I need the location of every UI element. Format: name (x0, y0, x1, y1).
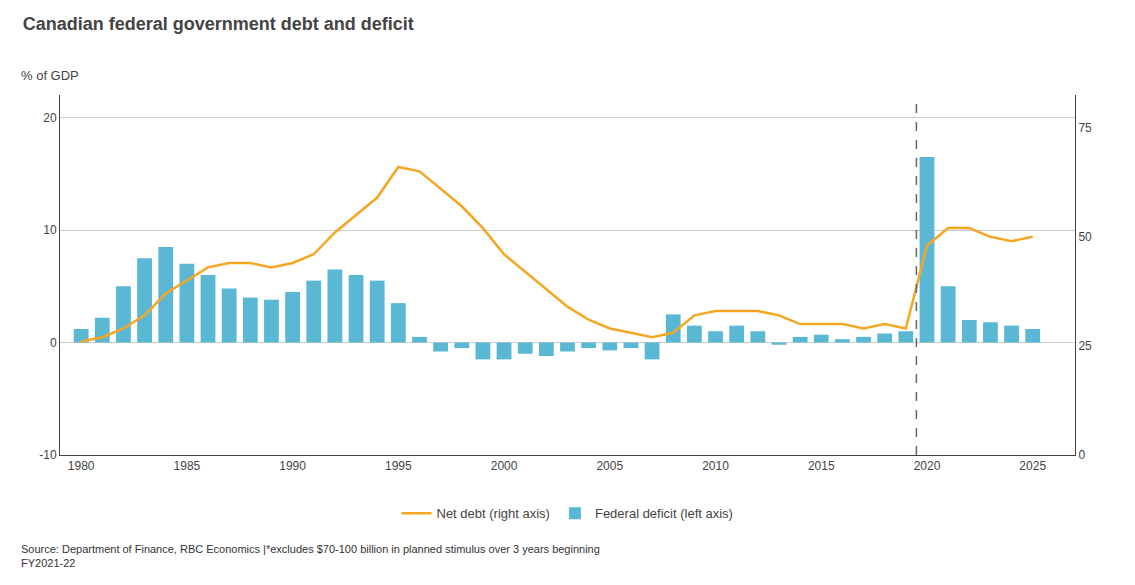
svg-text:Source: Department of Finance,: Source: Department of Finance, RBC Econo… (21, 543, 600, 569)
svg-text:1985: 1985 (174, 459, 201, 473)
svg-text:20: 20 (43, 111, 57, 125)
svg-text:% of GDP: % of GDP (21, 68, 79, 83)
svg-text:1980: 1980 (68, 459, 95, 473)
svg-text:2025: 2025 (1019, 459, 1046, 473)
svg-text:10: 10 (43, 223, 57, 237)
svg-text:25: 25 (1078, 339, 1092, 353)
svg-text:Net debt (right axis): Net debt (right axis) (437, 506, 550, 521)
svg-text:2020: 2020 (914, 459, 941, 473)
svg-text:Canadian federal government de: Canadian federal government debt and def… (23, 14, 414, 34)
svg-text:2010: 2010 (702, 459, 729, 473)
svg-text:Federal deficit (left axis): Federal deficit (left axis) (595, 506, 733, 521)
svg-text:-10: -10 (39, 448, 57, 462)
svg-text:75: 75 (1078, 121, 1092, 135)
svg-text:2015: 2015 (808, 459, 835, 473)
svg-text:2005: 2005 (596, 459, 623, 473)
svg-text:0: 0 (1078, 448, 1085, 462)
svg-text:1990: 1990 (279, 459, 306, 473)
svg-text:1995: 1995 (385, 459, 412, 473)
svg-text:50: 50 (1078, 230, 1092, 244)
svg-text:0: 0 (50, 336, 57, 350)
svg-text:2000: 2000 (491, 459, 518, 473)
